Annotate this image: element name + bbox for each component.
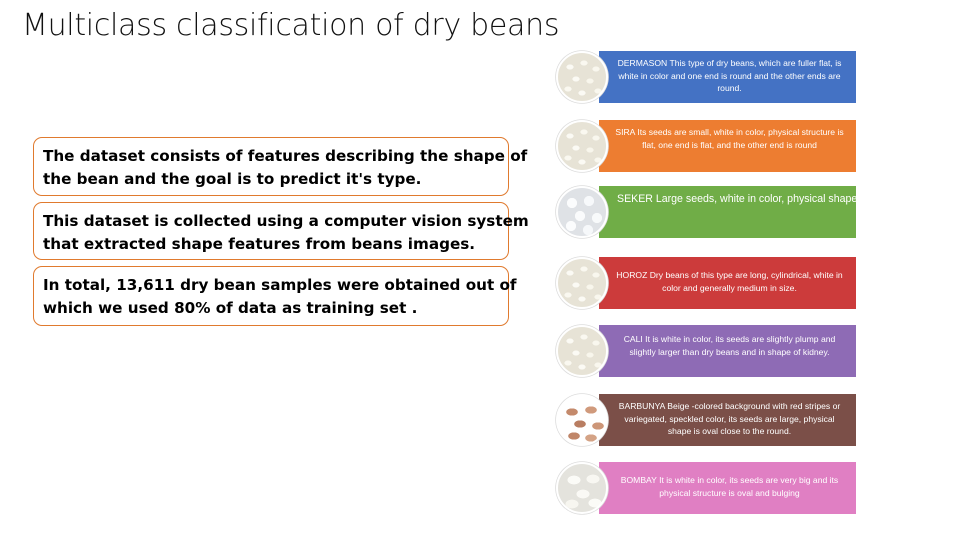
white-beans-photo [556, 325, 608, 377]
round-white-beans-photo [556, 186, 608, 238]
info-box-dataset-features: The dataset consists of features describ… [33, 137, 528, 196]
bean-row-barbunya: BARBUNYA Beige -colored background with … [556, 394, 856, 446]
info-line: In total, 13,611 dry bean samples were o… [43, 276, 517, 294]
big-white-beans-photo [556, 462, 608, 514]
bean-description: BARBUNYA Beige -colored background with … [599, 394, 856, 446]
bean-row-bombay: BOMBAY It is white in color, its seeds a… [556, 462, 856, 514]
bean-description: CALI It is white in color, its seeds are… [599, 325, 856, 377]
bean-description: SEKER Large seeds, white in color, physi… [599, 186, 856, 238]
info-line: The dataset consists of features describ… [43, 147, 528, 165]
bean-description: HOROZ Dry beans of this type are long, c… [599, 257, 856, 309]
bean-row-horoz: HOROZ Dry beans of this type are long, c… [556, 257, 856, 309]
bean-row-seker: SEKER Large seeds, white in color, physi… [556, 186, 856, 238]
white-beans-photo [556, 257, 608, 309]
info-line: This dataset is collected using a comput… [43, 212, 529, 230]
info-line: which we used 80% of data as training se… [43, 299, 418, 317]
slide-title: Multiclass classification of dry beans [22, 8, 560, 43]
bean-description: BOMBAY It is white in color, its seeds a… [599, 462, 856, 514]
bean-row-sira: SIRA Its seeds are small, white in color… [556, 120, 856, 172]
bean-row-cali: CALI It is white in color, its seeds are… [556, 325, 856, 377]
info-line: that extracted shape features from beans… [43, 235, 476, 253]
info-line: the bean and the goal is to predict it's… [43, 170, 422, 188]
white-beans-photo [556, 51, 608, 103]
info-box-collection-method: This dataset is collected using a comput… [33, 202, 529, 260]
info-box-sample-count: In total, 13,611 dry bean samples were o… [33, 266, 517, 326]
bean-description: SIRA Its seeds are small, white in color… [599, 120, 856, 172]
white-beans-photo [556, 120, 608, 172]
bean-description: DERMASON This type of dry beans, which a… [599, 51, 856, 103]
bean-row-dermason: DERMASON This type of dry beans, which a… [556, 51, 856, 103]
speckled-beans-photo [556, 394, 608, 446]
